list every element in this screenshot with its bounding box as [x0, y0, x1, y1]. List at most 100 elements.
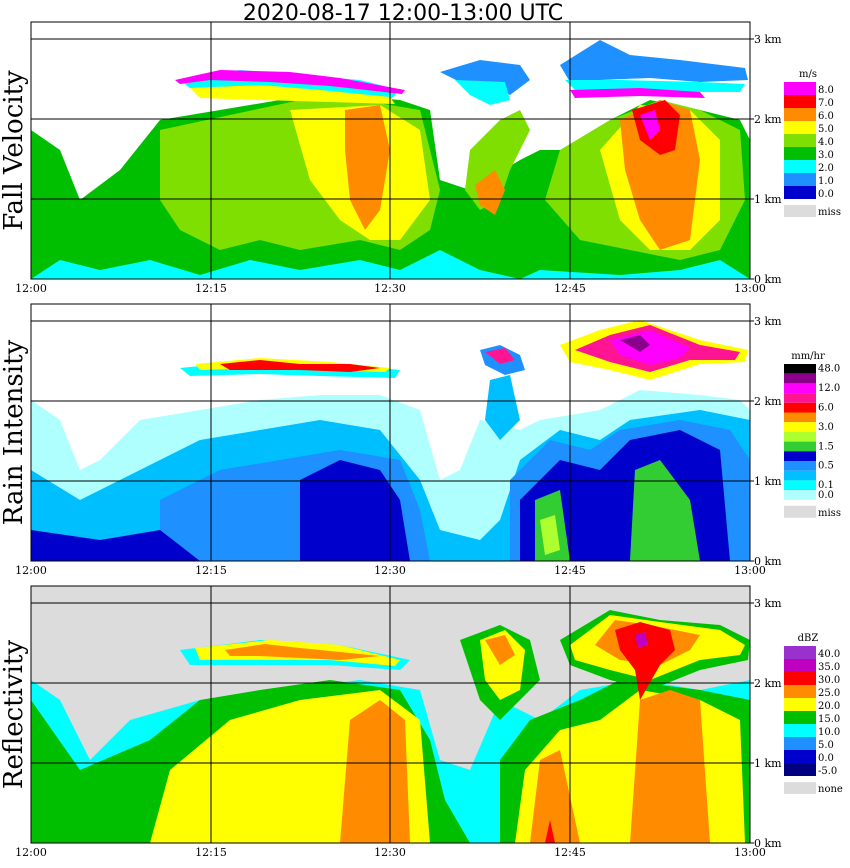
legend-swatch — [784, 470, 816, 481]
legend-swatch — [784, 698, 816, 711]
x-tick-label: 12:30 — [374, 846, 406, 859]
legend-swatch — [784, 711, 816, 724]
heatmap-region — [220, 360, 380, 372]
legend-swatch — [784, 441, 816, 452]
y-tick-label: 2 km — [754, 677, 782, 690]
heatmap-region — [300, 460, 410, 561]
legend-label: none — [818, 784, 843, 795]
heatmap-region — [620, 335, 650, 352]
legend-swatch — [784, 186, 816, 199]
legend-label: 5.0 — [818, 124, 834, 135]
heatmap-region — [560, 40, 748, 82]
heatmap-region — [455, 80, 510, 105]
legend-swatch — [784, 412, 816, 423]
legend-label: 6.0 — [818, 111, 834, 122]
heatmap-region — [485, 635, 515, 665]
legend-label: 0.1 — [818, 480, 834, 491]
panel-fall_velocity: 12:00 12:15 12:30 12:45 13:000 km 1 km 2 km 3 k… — [0, 21, 841, 295]
legend-label: 0.0 — [818, 189, 834, 200]
legend-swatch — [784, 659, 816, 672]
legend-swatch — [784, 364, 816, 374]
legend-swatch — [784, 763, 816, 776]
legend-unit: dBZ — [798, 633, 819, 644]
y-tick-label: 0 km — [754, 555, 782, 568]
panel-rain_intensity: 12:00 12:15 12:30 12:45 13:000 km 1 km 2 km 3 k… — [0, 303, 841, 577]
legend-swatch — [784, 685, 816, 698]
legend-swatch — [784, 108, 816, 121]
heatmap-region — [640, 110, 660, 140]
legend-label: 6.0 — [818, 403, 834, 414]
legend-label: 1.5 — [818, 441, 834, 452]
heatmap-region — [31, 530, 200, 561]
y-tick-label: 3 km — [754, 33, 782, 46]
panel-frame — [30, 303, 751, 562]
heatmap-region — [545, 820, 555, 843]
legend-swatch — [784, 422, 816, 432]
legend-label: 0.0 — [818, 753, 834, 764]
panel-frame — [30, 21, 751, 280]
y-tick-label: 0 km — [754, 273, 782, 286]
legend-label: miss — [818, 207, 841, 218]
heatmap-region — [340, 700, 410, 843]
legend-label: 1.0 — [818, 176, 834, 187]
heatmap-region — [485, 375, 520, 440]
legend-label: 5.0 — [818, 740, 834, 751]
legend-label: 0.0 — [818, 490, 834, 501]
heatmap-region — [630, 690, 710, 843]
y-tick-label: 3 km — [754, 597, 782, 610]
heatmap-region — [475, 170, 505, 215]
x-tick-label: 12:00 — [15, 846, 47, 859]
x-tick-label: 13:00 — [734, 564, 766, 577]
panel-reflectivity: 12:00 12:15 12:30 12:45 13:000 km 1 km 2 km 3 k… — [0, 585, 843, 859]
heatmap-region — [440, 60, 530, 95]
legend-label: 35.0 — [818, 662, 840, 673]
legend-swatch — [784, 490, 816, 500]
legend-label: 20.0 — [818, 701, 840, 712]
legend-swatch — [784, 134, 816, 147]
heatmap-region — [190, 85, 395, 104]
x-tick-label: 12:15 — [195, 282, 227, 295]
legend-unit: mm/hr — [791, 351, 825, 362]
legend-swatch — [784, 737, 816, 750]
legend-swatch — [784, 205, 816, 217]
heatmap-region — [540, 515, 560, 555]
heatmap-region — [570, 88, 705, 98]
y-axis-label: Reflectivity — [0, 640, 29, 789]
x-tick-label: 12:30 — [374, 282, 406, 295]
legend-label: 8.0 — [818, 85, 834, 96]
legend-swatch — [784, 782, 816, 794]
legend-label: 4.0 — [818, 137, 834, 148]
legend-unit: m/s — [799, 69, 817, 80]
legend-swatch — [784, 173, 816, 186]
legend-label: 2.0 — [818, 163, 834, 174]
legend-swatch — [784, 121, 816, 134]
y-axis-label: Fall Velocity — [0, 70, 29, 231]
x-tick-label: 12:45 — [554, 564, 586, 577]
heatmap-region — [485, 348, 515, 364]
legend-swatch — [784, 95, 816, 108]
heatmap-region — [630, 460, 700, 561]
legend: mm/hr 48.0 12.0 6.0 3.0 1.5 0.5 0.10.0 miss — [784, 351, 841, 519]
y-tick-label: 0 km — [754, 837, 782, 850]
x-tick-label: 12:30 — [374, 564, 406, 577]
heatmap-region — [635, 632, 648, 648]
legend-swatch — [784, 646, 816, 659]
y-tick-label: 2 km — [754, 113, 782, 126]
legend-swatch — [784, 672, 816, 685]
x-tick-label: 12:00 — [15, 282, 47, 295]
x-tick-label: 12:45 — [554, 846, 586, 859]
legend-label: 25.0 — [818, 688, 840, 699]
legend-label: -5.0 — [818, 766, 837, 777]
legend: dBZ 40.0 35.0 30.0 25.0 20.0 15.0 10.0 5.0 0.0 -5.… — [784, 633, 843, 795]
heatmap-region — [615, 622, 675, 700]
x-tick-label: 13:00 — [734, 282, 766, 295]
legend-label: miss — [818, 508, 841, 519]
heatmap-region — [225, 644, 380, 660]
panel-frame — [30, 585, 751, 844]
legend-swatch — [784, 383, 816, 394]
y-tick-label: 3 km — [754, 315, 782, 328]
y-tick-label: 2 km — [754, 395, 782, 408]
legend-swatch — [784, 82, 816, 95]
legend-swatch — [784, 431, 816, 442]
